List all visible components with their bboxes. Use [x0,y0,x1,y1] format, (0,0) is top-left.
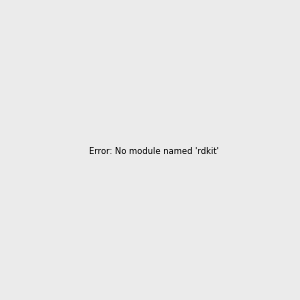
Text: Error: No module named 'rdkit': Error: No module named 'rdkit' [89,147,219,156]
